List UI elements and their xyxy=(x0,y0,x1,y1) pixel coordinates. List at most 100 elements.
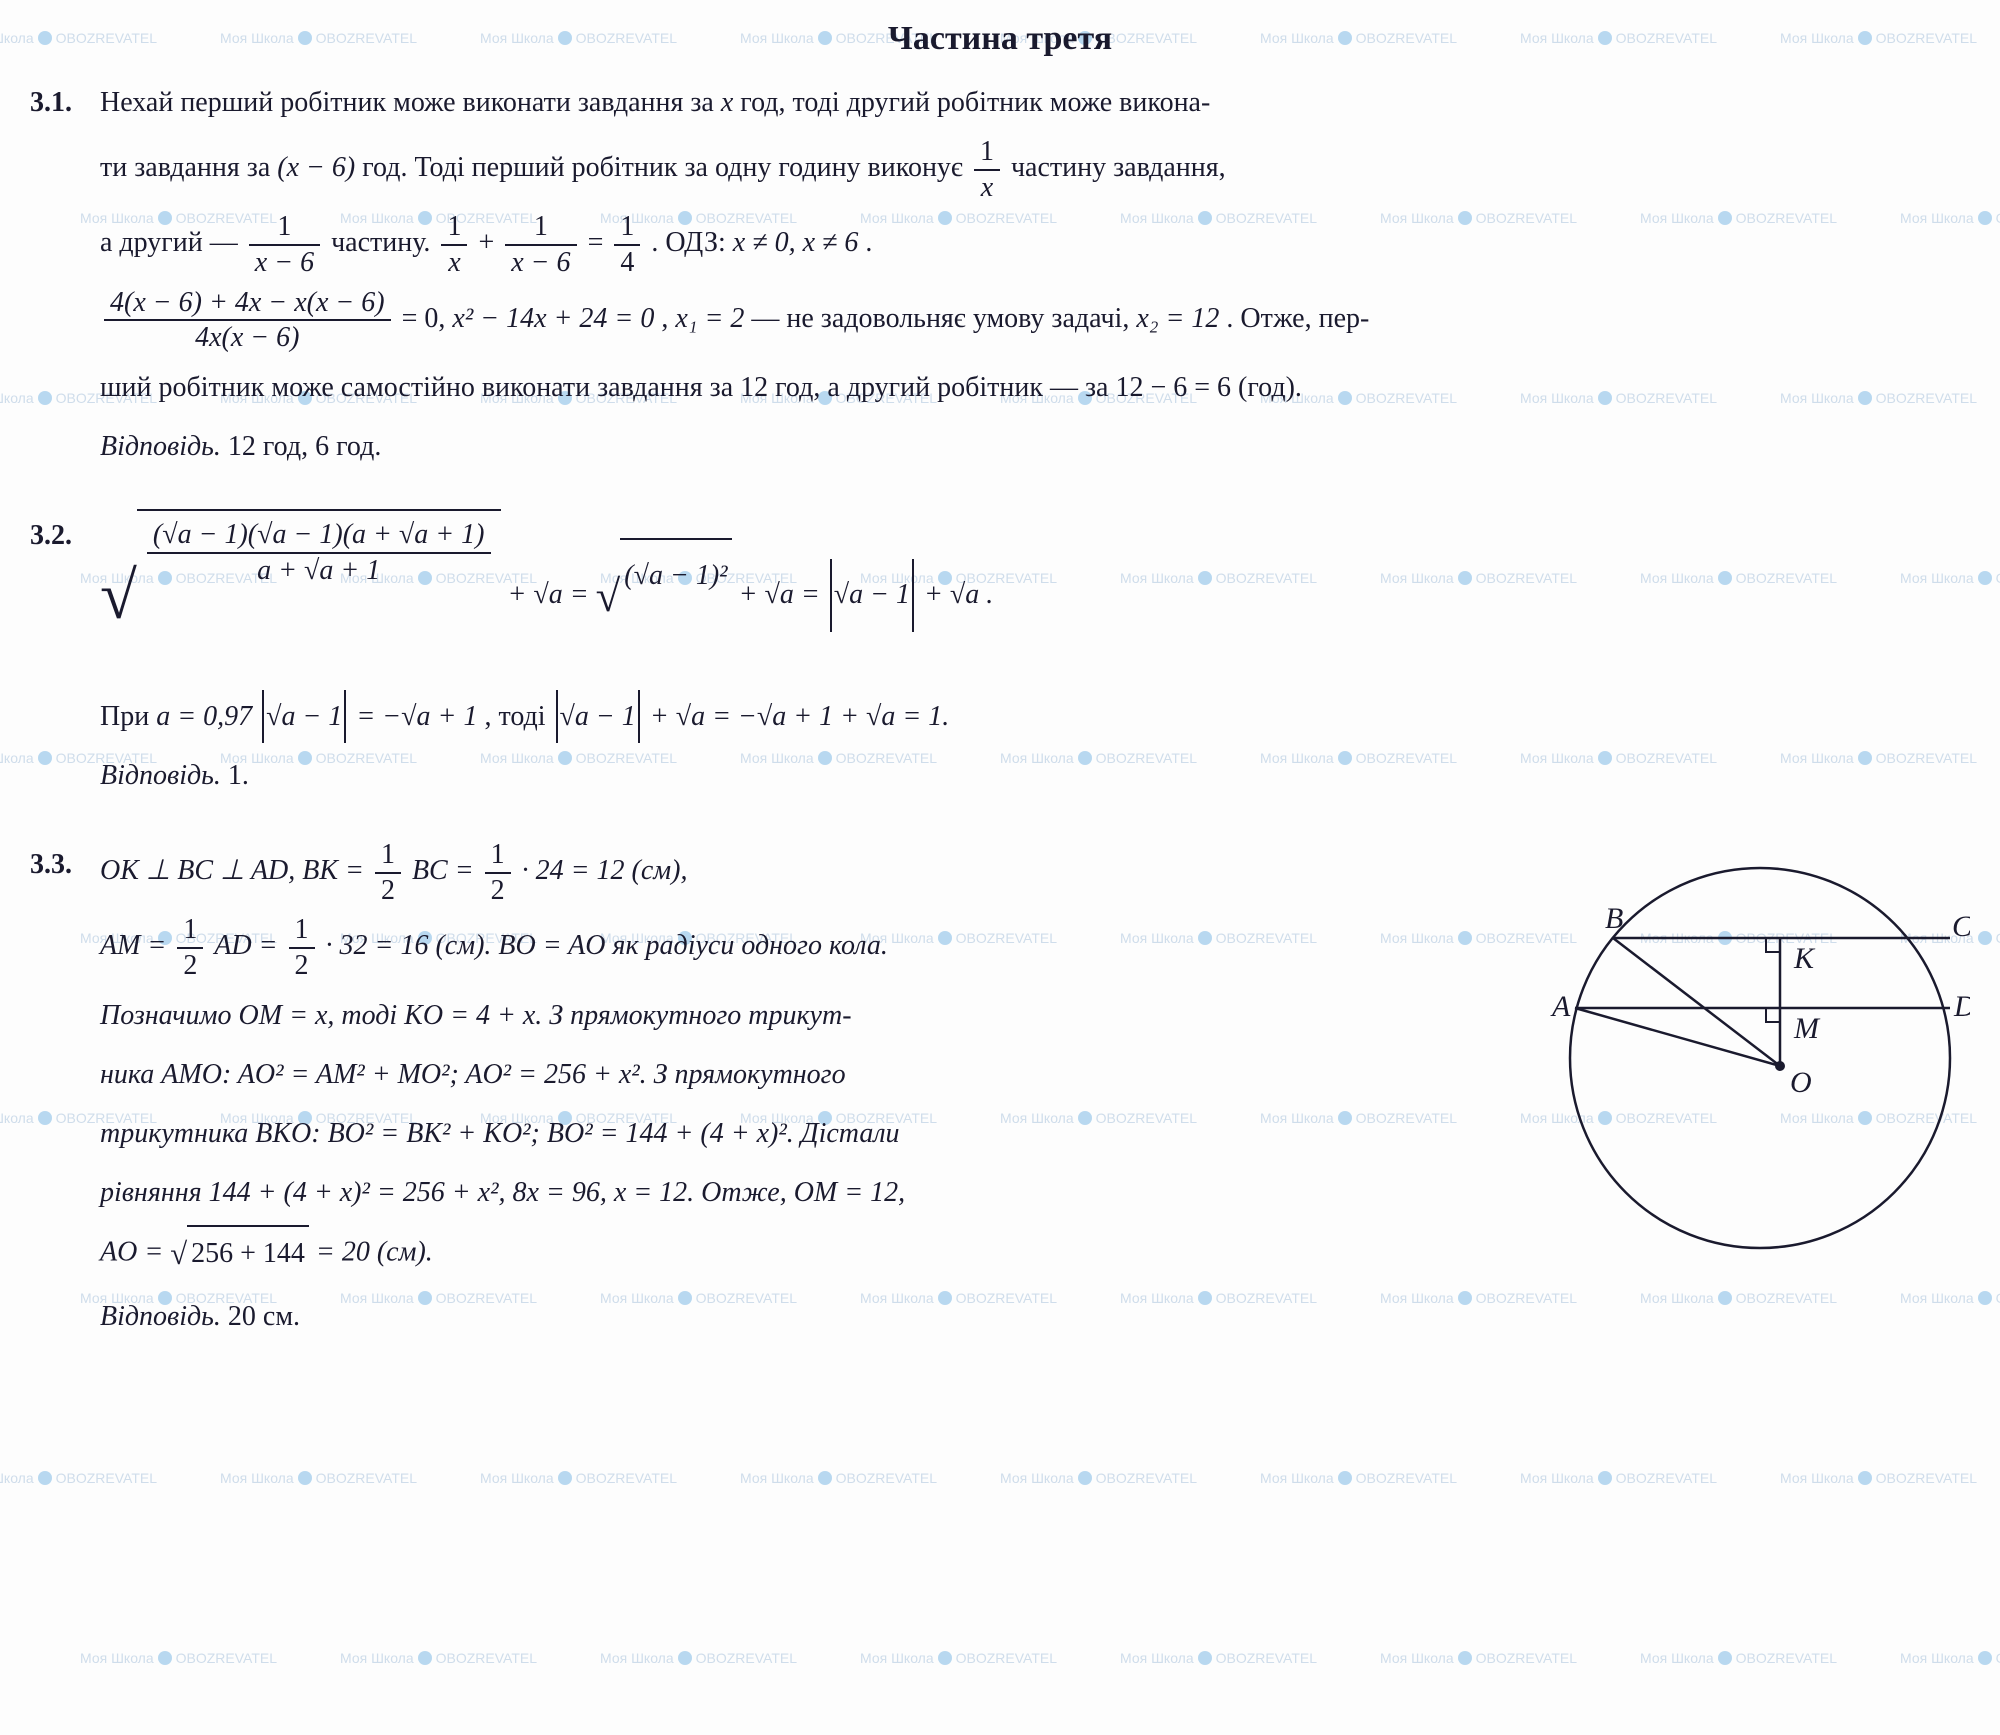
answer-text: 12 год, 6 год. xyxy=(228,431,381,462)
problem-body: OK ⊥ BC ⊥ AD, BK = 1 2 BC = 1 2 · 24 = 1… xyxy=(100,838,1970,1349)
numerator: (√a − 1)(√a − 1)(a + √a + 1) xyxy=(147,518,491,554)
fraction: 1 2 xyxy=(177,913,203,982)
text: ший робітник може самостійно виконати за… xyxy=(100,361,1970,414)
abs-value: √a − 1 xyxy=(556,690,640,743)
answer-label: Відповідь. xyxy=(100,760,221,791)
math-expr: a = 0,97 xyxy=(156,701,252,732)
numerator: 1 xyxy=(289,913,315,949)
document-content: Частина третя 3.1. Нехай перший робітник… xyxy=(0,0,2000,1399)
denominator: x − 6 xyxy=(249,246,320,280)
right-angle-k xyxy=(1766,938,1780,952)
root: √ 256 + 144 xyxy=(170,1225,309,1284)
denominator: x xyxy=(441,246,467,280)
label-o: O xyxy=(1790,1066,1812,1099)
fraction: 1 2 xyxy=(485,838,511,907)
denominator: 4 xyxy=(614,246,640,280)
text: частину. xyxy=(331,227,437,258)
line-ao xyxy=(1575,1008,1780,1066)
problem-text-column: OK ⊥ BC ⊥ AD, BK = 1 2 BC = 1 2 · 24 = 1… xyxy=(100,838,1530,1349)
text: При xyxy=(100,701,156,732)
text: . ОДЗ: xyxy=(651,227,732,258)
answer-label: Відповідь. xyxy=(100,1301,221,1332)
math-expr: AO = xyxy=(100,1237,170,1268)
label-m: M xyxy=(1793,1012,1821,1045)
fraction: (√a − 1)(√a − 1)(a + √a + 1) a + √a + 1 xyxy=(147,518,491,587)
math-expr: BC = xyxy=(412,855,481,886)
text: . xyxy=(865,227,872,258)
diagram-svg: B C A D K M O xyxy=(1550,848,1970,1268)
answer-text: 20 см. xyxy=(228,1301,300,1332)
text: Позначимо OM = x, тоді KO = 4 + x. З пря… xyxy=(100,1000,852,1031)
problem-number: 3.3. xyxy=(30,838,100,1349)
numerator: 1 xyxy=(614,210,640,246)
text: частину завдання, xyxy=(1011,152,1226,183)
watermark: Моя ШколаOBOZREVATEL xyxy=(1520,1470,1717,1486)
math-expr: · 24 = 12 (см), xyxy=(522,855,688,886)
radicand: 256 + 144 xyxy=(187,1225,309,1284)
problem-3-2: 3.2. √ (√a − 1)(√a − 1)(a + √a + 1) a + … xyxy=(30,509,1970,808)
center-point xyxy=(1775,1061,1785,1071)
circle-diagram: B C A D K M O xyxy=(1550,848,1970,1286)
math-expr: + √a = −√a + 1 + √a = 1. xyxy=(650,701,949,732)
radical-icon: √ xyxy=(170,1225,187,1284)
text: ника AMO: AO² = AM² + MO²; AO² = 256 + x… xyxy=(100,1059,846,1090)
text: год. Тоді перший робітник за одну годину… xyxy=(362,152,970,183)
numerator: 1 xyxy=(505,210,576,246)
watermark: Моя ШколаOBOZREVATEL xyxy=(1380,1650,1577,1666)
denominator: 2 xyxy=(177,949,203,983)
radicand: (√a − 1)(√a − 1)(a + √a + 1) a + √a + 1 xyxy=(137,509,501,684)
text: рівняння 144 + (4 + x)² = 256 + x², 8x =… xyxy=(100,1177,905,1208)
watermark: Моя ШколаOBOZREVATEL xyxy=(80,1650,277,1666)
radical-icon: √ xyxy=(596,538,621,654)
problem-body: √ (√a − 1)(√a − 1)(a + √a + 1) a + √a + … xyxy=(100,509,1970,808)
math-expr: = 0, xyxy=(402,303,453,334)
math-expr: = 20 (см). xyxy=(316,1237,433,1268)
math-expr: x₁ = 2 xyxy=(675,303,744,334)
math-expr: + √a . xyxy=(924,579,993,610)
math-expr: AD = xyxy=(214,930,284,961)
numerator: 1 xyxy=(375,838,401,874)
fraction: 1 x xyxy=(441,210,467,279)
watermark: Моя ШколаOBOZREVATEL xyxy=(1900,1650,2000,1666)
math-op: + xyxy=(478,227,501,258)
text: , тоді xyxy=(484,701,552,732)
watermark: Моя ШколаOBOZREVATEL xyxy=(1000,1470,1197,1486)
watermark: Моя ШколаOBOZREVATEL xyxy=(1640,1650,1837,1666)
text: ти завдання за xyxy=(100,152,277,183)
watermark: Моя ШколаOBOZREVATEL xyxy=(1780,1470,1977,1486)
section-title: Частина третя xyxy=(30,20,1970,58)
math-op: = xyxy=(588,227,611,258)
denominator: a + √a + 1 xyxy=(147,554,491,588)
watermark: Моя ШколаOBOZREVATEL xyxy=(340,1650,537,1666)
text: , xyxy=(661,303,675,334)
math-var: x xyxy=(721,87,733,118)
watermark: Моя ШколаOBOZREVATEL xyxy=(0,1470,157,1486)
numerator: 1 xyxy=(177,913,203,949)
denominator: x − 6 xyxy=(505,246,576,280)
text: — не задовольняє умову задачі, xyxy=(751,303,1136,334)
answer-label: Відповідь. xyxy=(100,431,221,462)
fraction: 1 4 xyxy=(614,210,640,279)
fraction: 1 x − 6 xyxy=(505,210,576,279)
label-d: D xyxy=(1953,990,1970,1023)
denominator: 4x(x − 6) xyxy=(104,321,391,355)
problem-3-1: 3.1. Нехай перший робітник може виконати… xyxy=(30,76,1970,479)
radicand: (√a − 1)² xyxy=(620,538,731,654)
text: . Отже, пер- xyxy=(1226,303,1369,334)
fraction: 4(x − 6) + 4x − x(x − 6) 4x(x − 6) xyxy=(104,286,391,355)
problem-body: Нехай перший робітник може виконати завд… xyxy=(100,76,1970,479)
fraction: 1 2 xyxy=(375,838,401,907)
problem-number: 3.1. xyxy=(30,76,100,479)
watermark: Моя ШколаOBOZREVATEL xyxy=(600,1650,797,1666)
answer-text: 1. xyxy=(228,760,249,791)
denominator: 2 xyxy=(375,874,401,908)
abs-value: √a − 1 xyxy=(830,559,914,632)
math-expr: + √a = xyxy=(739,579,827,610)
big-root: √ (√a − 1)(√a − 1)(a + √a + 1) a + √a + … xyxy=(100,509,501,684)
denominator: 2 xyxy=(289,949,315,983)
problem-3-3: 3.3. OK ⊥ BC ⊥ AD, BK = 1 2 BC = 1 2 · 2… xyxy=(30,838,1970,1349)
text: Нехай перший робітник може виконати завд… xyxy=(100,87,721,118)
circle-outline xyxy=(1570,868,1950,1248)
math-expr: x ≠ 0, x ≠ 6 xyxy=(733,227,859,258)
math-expr: x₂ = 12 xyxy=(1136,303,1219,334)
